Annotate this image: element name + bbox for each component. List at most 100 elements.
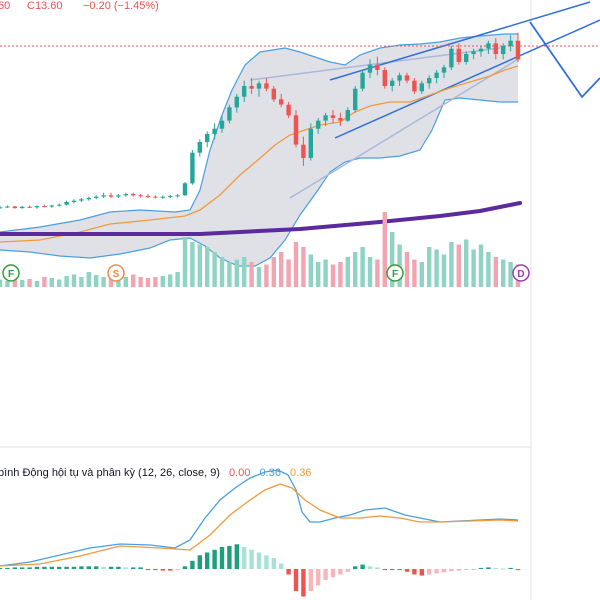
volume-bar (138, 277, 143, 287)
volume-bar (367, 257, 373, 287)
bollinger-band-fill (0, 34, 518, 266)
candle-body (256, 83, 262, 89)
candle-body (404, 75, 410, 81)
candle (345, 107, 350, 122)
candle (308, 123, 313, 161)
event-badge-dividend[interactable]: D (512, 264, 530, 282)
candle (86, 196, 91, 201)
volume-bar (79, 277, 84, 287)
volume-bar (205, 247, 210, 287)
volume-bar (353, 252, 358, 287)
macd-histogram-bar (412, 569, 417, 575)
candle (190, 150, 195, 185)
macd-histogram-bar (382, 569, 387, 571)
ma-short-line (0, 65, 519, 243)
candle (375, 56, 380, 76)
volume-bar (242, 257, 247, 287)
candle-body (345, 110, 350, 121)
candle (382, 67, 387, 89)
event-badge-split[interactable]: S (107, 264, 125, 282)
split-icon[interactable] (107, 264, 125, 282)
macd-histogram-bar (64, 566, 69, 569)
macd-histogram-bar (108, 566, 114, 569)
macd-histogram-bar (301, 569, 306, 597)
macd-histogram-bar (449, 569, 454, 572)
dividend-icon[interactable] (512, 264, 530, 282)
candle-body (234, 96, 239, 108)
volume-bar (456, 244, 461, 287)
volume-bar (197, 244, 202, 287)
macd-histogram-bar (49, 566, 54, 569)
volume-bar (360, 247, 365, 287)
volume-bar (486, 252, 491, 287)
candle-body (145, 195, 151, 197)
macd-histogram-bar (441, 569, 447, 573)
macd-histogram-bar (79, 566, 84, 570)
volume-bar (34, 281, 40, 287)
event-badge-financials[interactable]: F (2, 264, 20, 282)
macd-histogram-bar (116, 566, 121, 569)
candle-body (219, 120, 225, 129)
macd-histogram-bar (360, 564, 365, 569)
candle (330, 110, 336, 124)
macd-histogram-bar (153, 569, 158, 571)
macd-histogram-bar (478, 567, 484, 569)
candle (182, 182, 188, 196)
badge-letter: F (8, 269, 14, 280)
candle-body (71, 200, 77, 202)
volume-bar (86, 272, 91, 287)
volume-bar (20, 280, 25, 287)
candle-body (293, 115, 299, 145)
macd-histogram-bar (256, 552, 262, 569)
volume-bar (286, 259, 291, 287)
candle (219, 115, 225, 133)
macd-legend[interactable]: bình Động hội tụ và phân kỳ (12, 26, clo… (0, 467, 311, 479)
volume-bar (471, 249, 476, 287)
volume-bar (375, 259, 380, 287)
candle (286, 102, 291, 118)
candle (64, 200, 69, 206)
candle-body (308, 128, 313, 158)
candle-body (456, 48, 461, 62)
projection-path[interactable] (529, 21, 600, 99)
trendline-upper[interactable] (329, 1, 591, 81)
candle-body (12, 206, 17, 209)
candle (264, 78, 269, 92)
financials-icon[interactable] (386, 264, 404, 282)
candle (227, 104, 232, 124)
financials-icon[interactable] (2, 264, 20, 282)
macd-histogram-bar (42, 566, 47, 569)
ma-long-line (0, 201, 522, 236)
volume-bar (493, 257, 498, 287)
macd-histogram-bar (212, 549, 217, 570)
candle-body (508, 40, 513, 46)
volume-bar (108, 278, 114, 287)
badge-letter: D (517, 269, 524, 280)
macd-histogram-bar (419, 569, 424, 576)
volume-bar (404, 252, 410, 287)
trendline-lower[interactable] (334, 19, 600, 139)
candle-body (449, 48, 454, 68)
macd-histogram-bar (353, 566, 358, 570)
volume-bar (308, 254, 313, 287)
candle (412, 78, 417, 94)
macd-signal-value: 0.36 (290, 467, 311, 479)
volume-bar (227, 262, 232, 287)
macd-histogram-bar (375, 567, 380, 569)
macd-histogram-bar (464, 569, 469, 571)
candle-body (153, 196, 158, 198)
volume-bar (434, 249, 439, 287)
candle-body (34, 206, 40, 208)
macd-histogram-bar (145, 569, 151, 571)
candle-body (301, 144, 306, 158)
macd-histogram-bar (397, 569, 402, 571)
volume-bar (249, 262, 254, 287)
event-badge-financials-2[interactable]: F (386, 264, 404, 282)
candle (323, 112, 328, 126)
candle-body (412, 80, 417, 92)
candle (160, 195, 165, 200)
candle-body (441, 67, 447, 73)
macd-histogram-bar (57, 566, 62, 569)
volume-bar (501, 259, 506, 287)
